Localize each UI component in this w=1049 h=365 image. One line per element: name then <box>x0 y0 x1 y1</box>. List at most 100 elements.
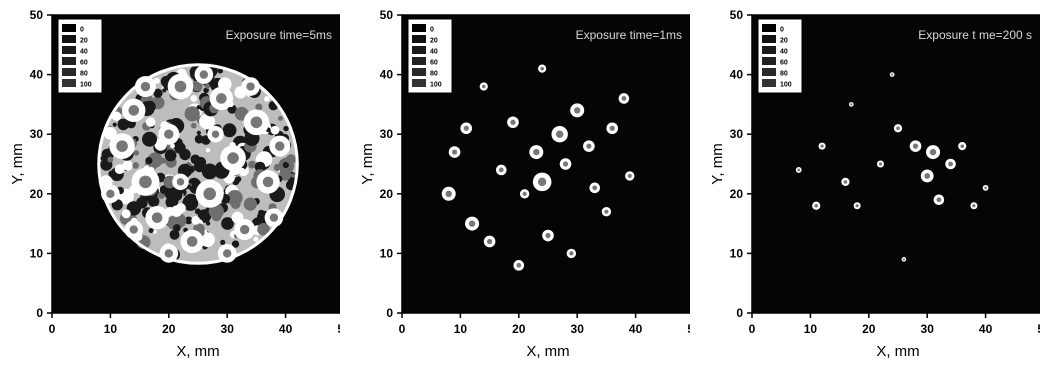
legend-swatch <box>412 46 426 54</box>
spot-core <box>463 125 469 131</box>
intensity-spot <box>812 201 821 210</box>
legend-swatch <box>412 79 426 87</box>
x-axis-label: X, mm <box>876 343 919 360</box>
y-tick-label: 20 <box>30 187 44 201</box>
intensity-spot <box>818 142 826 150</box>
x-tick-label: 10 <box>804 322 818 336</box>
x-tick-label: 40 <box>279 322 293 336</box>
spot-core <box>164 129 174 139</box>
y-tick-label: 50 <box>730 8 744 22</box>
speckle <box>145 157 153 165</box>
spot-disc-rim <box>97 63 299 265</box>
spot-core <box>843 180 848 184</box>
spot-core <box>246 82 255 91</box>
intensity-spot <box>264 208 284 227</box>
y-tick-label: 0 <box>736 306 743 320</box>
intensity-spot <box>495 164 507 176</box>
legend-label: 80 <box>780 71 788 78</box>
intensity-spot <box>513 260 525 271</box>
legend-label: 40 <box>430 49 438 56</box>
plot-frame <box>751 14 1040 314</box>
speckle <box>162 88 167 93</box>
legend-label: 100 <box>430 82 442 89</box>
speckle <box>196 130 201 135</box>
intensity-spot <box>134 76 156 98</box>
x-tick-label: 10 <box>454 322 468 336</box>
spot-core <box>574 107 581 114</box>
intensity-spot <box>479 82 488 91</box>
speckle <box>184 106 200 122</box>
y-tick-label: 50 <box>380 8 394 22</box>
intensity-spot <box>970 202 978 210</box>
spot-core <box>545 232 551 239</box>
legend-label: 80 <box>430 71 438 78</box>
legend-label: 0 <box>780 27 784 34</box>
speckle <box>152 229 157 234</box>
spot-core <box>129 225 138 234</box>
x-tick-label: 30 <box>921 322 935 336</box>
intensity-spot <box>889 72 895 77</box>
spot-core <box>240 224 250 235</box>
intensity-spot <box>893 124 903 133</box>
legend-swatch <box>412 24 426 32</box>
legend-swatch <box>762 57 776 65</box>
exposure-annotation: Exposure time=5ms <box>226 28 332 42</box>
speckle <box>100 156 105 161</box>
y-axis-label: Y, mm <box>9 143 26 184</box>
spot-core <box>522 191 527 196</box>
y-tick-label: 30 <box>30 127 44 141</box>
y-tick-label: 0 <box>36 306 43 320</box>
spot-core <box>896 126 900 131</box>
legend: 0 20 40 60 80 100 <box>407 18 453 94</box>
speckle <box>283 125 289 132</box>
intensity-spot <box>158 123 180 145</box>
x-tick-label: 10 <box>104 322 118 336</box>
spot-core <box>275 141 285 151</box>
intensity-spot <box>101 184 120 204</box>
y-tick-label: 20 <box>730 187 744 201</box>
x-tick-label: 50 <box>687 322 690 336</box>
spot-core <box>891 73 894 76</box>
intensity-spot <box>559 158 572 170</box>
legend-label: 0 <box>80 27 84 34</box>
intensity-spot <box>109 133 135 159</box>
intensity-spot <box>145 205 169 230</box>
x-tick-label: 40 <box>979 322 993 336</box>
spot-core <box>533 148 540 156</box>
legend-swatch <box>62 57 76 65</box>
intensity-spot <box>448 146 461 158</box>
spot-core <box>151 212 163 223</box>
speckle <box>132 162 139 169</box>
spot-core <box>555 130 564 138</box>
intensity-spot <box>180 229 204 254</box>
intensity-spot <box>601 206 612 217</box>
speckle <box>196 105 201 110</box>
speckle <box>190 95 198 102</box>
speckle <box>179 148 191 161</box>
x-tick-label: 50 <box>1037 322 1040 336</box>
intensity-spot <box>131 167 160 196</box>
speckle <box>103 126 117 140</box>
intensity-spot <box>217 244 237 263</box>
y-tick-label: 30 <box>730 127 744 141</box>
speckle <box>255 103 263 111</box>
spot-core <box>562 161 569 167</box>
speckle <box>264 96 270 102</box>
spot-core <box>948 161 953 167</box>
spot-core <box>586 143 592 149</box>
x-tick-label: 20 <box>512 322 526 336</box>
spot-core <box>227 152 239 164</box>
intensity-spot <box>209 86 234 111</box>
intensity-spot <box>167 73 194 100</box>
heatmap-panel-1ms: 0 10 20 30 40 50 0 10 20 30 40 50 X, mm Y, mm Exposure… <box>350 0 690 365</box>
speckle <box>235 176 242 183</box>
speckle <box>107 156 114 163</box>
speckle <box>270 125 280 135</box>
speckle <box>170 189 183 201</box>
y-tick-label: 40 <box>380 68 394 82</box>
legend: 0 20 40 60 80 100 <box>757 18 803 94</box>
spot-core <box>627 173 632 179</box>
speckle <box>205 221 211 226</box>
plot-svg-200us: 0 10 20 30 40 50 0 10 20 30 40 50 X, mm Y, mm Exposure… <box>709 8 1040 360</box>
spot-core <box>468 220 476 227</box>
